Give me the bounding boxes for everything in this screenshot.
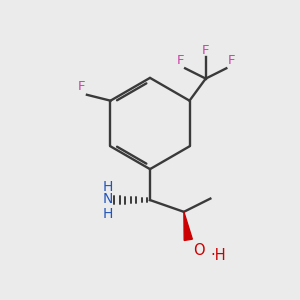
Text: O: O xyxy=(194,243,205,258)
Text: F: F xyxy=(202,44,209,57)
Text: H: H xyxy=(103,180,113,194)
Text: N: N xyxy=(103,193,113,206)
Text: F: F xyxy=(78,80,85,93)
Text: F: F xyxy=(227,54,235,67)
Text: ·H: ·H xyxy=(210,248,226,263)
Text: F: F xyxy=(176,54,184,67)
Polygon shape xyxy=(184,212,192,240)
Text: H: H xyxy=(103,206,113,220)
